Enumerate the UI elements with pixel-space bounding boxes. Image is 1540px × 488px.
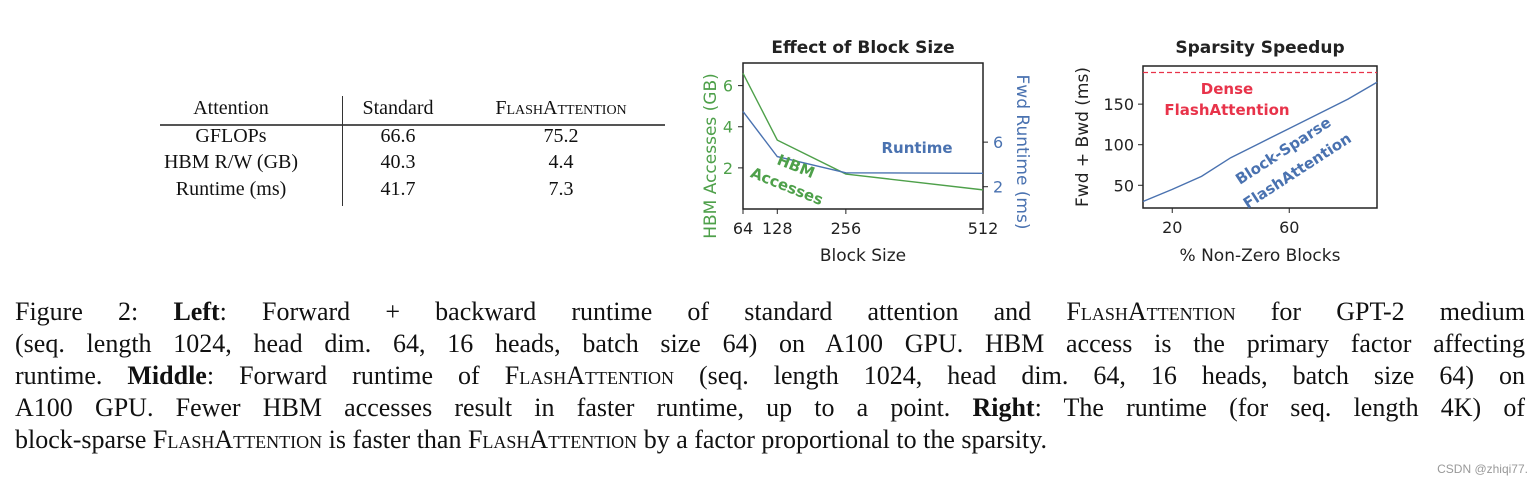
header-standard: Standard: [362, 97, 434, 119]
row-label: Runtime (ms): [175, 178, 287, 200]
y-tick-label: 2: [723, 159, 733, 178]
y-axis-label: HBM Accesses (GB): [701, 73, 721, 239]
x-tick-label: 128: [762, 219, 793, 238]
caption-line: block-sparse FlashAttention is faster th…: [15, 424, 1525, 456]
caption-text: by a factor proportional to the sparsity…: [637, 425, 1048, 454]
row-label: GFLOPs: [195, 125, 267, 147]
x-tick-label: 64: [733, 219, 753, 238]
caption-line: Figure 2: Left: Forward + backward runti…: [15, 296, 1525, 328]
caption-smallcaps: FlashAttention: [467, 425, 638, 454]
x-tick-label: 60: [1279, 218, 1299, 237]
series-line-hbm: [742, 72, 984, 191]
caption-text: : Forward runtime of: [206, 361, 505, 390]
row-label: HBM R/W (GB): [163, 151, 299, 173]
cell: 41.7: [380, 178, 416, 200]
caption-bold: Left: [173, 297, 220, 326]
column-rule: [342, 96, 344, 206]
x-axis-label: Block Size: [820, 246, 906, 266]
plot-frame: [1142, 65, 1378, 209]
series-label-dense-2: FlashAttention: [1164, 101, 1289, 119]
header-rule: [160, 124, 665, 126]
y-tick-label: 50: [1114, 176, 1134, 195]
cell: 4.4: [548, 151, 574, 173]
plot-frame: [742, 62, 984, 210]
caption-text: : Forward + backward runtime of standard…: [219, 297, 1067, 326]
y-axis-label: Fwd + Bwd (ms): [1073, 67, 1093, 207]
x-axis-label: % Non-Zero Blocks: [1180, 246, 1341, 266]
header-attention: Attention: [193, 97, 269, 119]
y2-tick-label: 2: [993, 178, 1003, 197]
header-flashattention: FlashAttention: [495, 97, 627, 119]
figure-caption: Figure 2: Left: Forward + backward runti…: [15, 296, 1525, 456]
caption-smallcaps: FlashAttention: [152, 425, 323, 454]
caption-text: (seq. length 1024, head dim. 64, 16 head…: [673, 361, 1525, 390]
watermark: CSDN @zhiqi77.: [1437, 462, 1528, 476]
chart-title: Sparsity Speedup: [1175, 38, 1344, 58]
y2-axis-label: Fwd Runtime (ms): [1012, 75, 1032, 230]
caption-line: A100 GPU. Fewer HBM accesses result in f…: [15, 392, 1525, 424]
caption-text: block-sparse: [15, 425, 153, 454]
y-tick-label: 6: [723, 77, 733, 96]
series-line-runtime: [742, 111, 984, 175]
charts: Effect of Block Size 64 128 256 512 2 4 6 2 6 Bloc…: [701, 38, 1378, 266]
x-tick-label: 512: [968, 219, 999, 238]
cell: 7.3: [548, 178, 574, 200]
caption-text: A100 GPU. Fewer HBM accesses result in f…: [15, 393, 973, 422]
y-tick-label: 100: [1103, 136, 1134, 155]
caption-line: runtime. Middle: Forward runtime of Flas…: [15, 360, 1525, 392]
caption-smallcaps: FlashAttention: [1066, 297, 1236, 326]
series-label-dense-1: Dense: [1201, 80, 1253, 98]
cell: 66.6: [380, 125, 416, 147]
series-label-runtime: Runtime: [881, 139, 952, 157]
y2-tick-label: 6: [993, 133, 1003, 152]
caption-bold: Middle: [127, 361, 207, 390]
cell: 75.2: [543, 125, 579, 147]
caption-bold: Right: [972, 393, 1035, 422]
chart-title: Effect of Block Size: [771, 38, 954, 58]
x-tick-label: 20: [1162, 218, 1182, 237]
series-line-block-sparse: [1142, 81, 1378, 203]
caption-line: (seq. length 1024, head dim. 64, 16 head…: [15, 328, 1525, 360]
caption-smallcaps: FlashAttention: [504, 361, 674, 390]
caption-text: Figure 2:: [15, 297, 174, 326]
caption-text: (seq. length 1024, head dim. 64, 16 head…: [15, 329, 1525, 358]
cell: 40.3: [380, 151, 416, 173]
caption-text: : The runtime (for seq. length 4K) of: [1034, 393, 1525, 422]
caption-text: for GPT-2 medium: [1235, 297, 1526, 326]
x-tick-label: 256: [831, 219, 862, 238]
y-tick-label: 150: [1103, 95, 1134, 114]
y-tick-label: 4: [723, 118, 733, 137]
caption-text: runtime.: [15, 361, 128, 390]
caption-text: is faster than: [322, 425, 468, 454]
